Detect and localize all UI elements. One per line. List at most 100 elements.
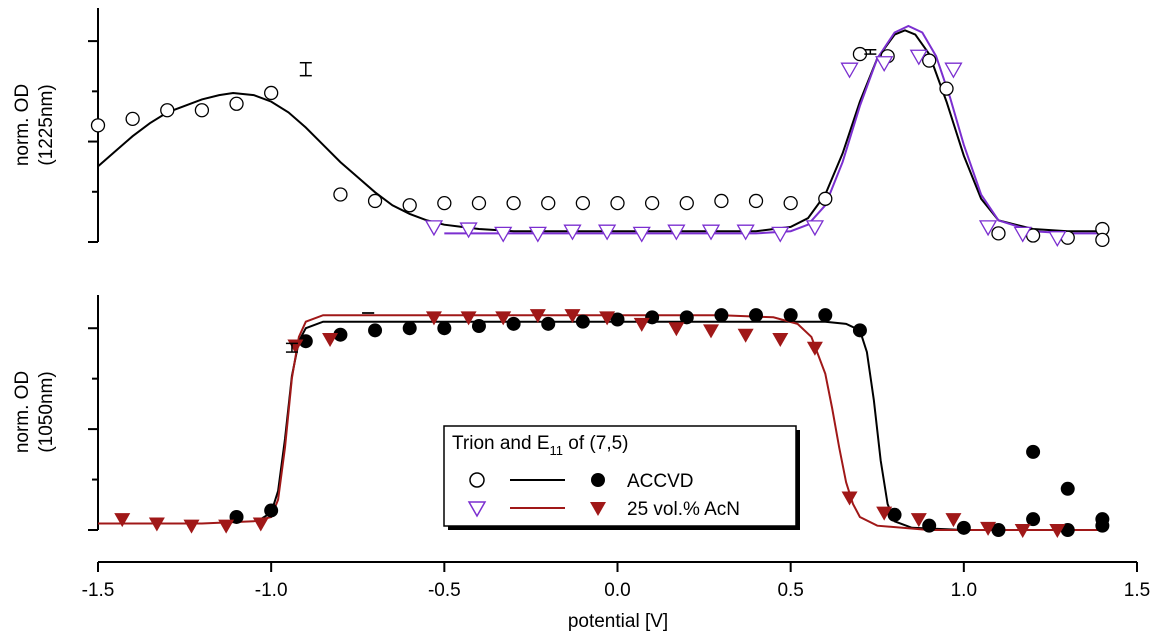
data-point [541, 316, 556, 331]
data-point [944, 62, 963, 79]
data-point [783, 195, 798, 211]
data-point [264, 503, 279, 518]
top-ylabel-line2: (1225nm) [36, 84, 57, 165]
data-point [528, 226, 547, 243]
data-point [818, 308, 833, 323]
legend-acn-open-marker [467, 501, 487, 518]
data-point [939, 81, 954, 96]
data-point [736, 224, 755, 241]
fit-line [444, 24, 1103, 235]
data-point [887, 507, 902, 522]
data-point [402, 198, 417, 213]
x-tick-label: 0.0 [604, 580, 630, 601]
data-point [841, 491, 858, 506]
data-point [679, 310, 694, 325]
x-axis-label: potential [V] [568, 611, 668, 632]
data-point [667, 224, 686, 241]
data-point [1026, 512, 1041, 527]
legend: Trion and E11 of (7,5) ACCVD 25 vol.% Ac… [443, 425, 800, 530]
data-point [1049, 524, 1066, 538]
data-point [218, 519, 235, 534]
legend-accvd-open-marker [469, 472, 485, 488]
legend-accvd-filled-marker [591, 473, 605, 487]
data-point [1014, 524, 1031, 538]
data-point [541, 195, 556, 211]
data-point [459, 222, 478, 239]
x-tick-label: -1.0 [255, 580, 288, 601]
data-point [980, 521, 997, 536]
x-tick-label: 1.5 [1124, 580, 1150, 601]
data-point [90, 118, 106, 133]
data-point [922, 53, 937, 68]
data-point [714, 193, 729, 209]
legend-title-rest: of (7,5) [563, 433, 628, 454]
data-point [737, 328, 754, 343]
data-point [599, 311, 616, 326]
data-point [644, 195, 660, 211]
x-tick-label: -1.5 [82, 580, 115, 601]
data-point [460, 311, 477, 326]
legend-box [443, 425, 797, 527]
data-point [322, 333, 339, 348]
data-point [368, 323, 383, 338]
data-point [772, 333, 789, 348]
data-point [597, 224, 617, 241]
data-point [783, 308, 798, 323]
data-point [471, 319, 486, 334]
data-point [264, 85, 279, 101]
bottom-ylabel-line1: norm. OD [12, 371, 33, 453]
data-point [714, 308, 729, 323]
data-point [633, 317, 650, 332]
data-point [229, 96, 244, 111]
data-point [818, 191, 833, 206]
data-point [494, 226, 513, 243]
top-error-bars [299, 49, 877, 77]
data-point [610, 312, 625, 327]
data-point [402, 321, 417, 336]
x-tick-label: 1.0 [951, 580, 977, 601]
data-point [1026, 444, 1041, 459]
data-point [563, 224, 582, 241]
bottom-data-points [114, 308, 1110, 538]
data-point [564, 309, 581, 324]
top-fit-lines [97, 24, 1103, 235]
bottom-error-bars [285, 312, 375, 353]
data-point [991, 523, 1006, 537]
bottom-panel: norm. OD (1050nm) [12, 295, 1110, 538]
data-point [956, 520, 971, 535]
top-data-points [90, 46, 1110, 247]
top-ylabel-line1: norm. OD [12, 84, 33, 166]
legend-title-main: Trion and E [452, 433, 550, 454]
data-point [632, 226, 651, 243]
data-point [148, 517, 165, 532]
data-point [1095, 512, 1110, 527]
legend-entry-accvd: ACCVD [627, 471, 694, 492]
data-point [160, 103, 175, 118]
data-point [1060, 523, 1075, 537]
data-point [852, 323, 867, 338]
data-point [506, 316, 521, 331]
data-point [991, 226, 1006, 241]
fit-line [97, 29, 1103, 233]
data-point [771, 226, 790, 243]
data-point [909, 49, 928, 66]
data-point [748, 193, 764, 209]
data-point [114, 513, 131, 528]
data-point [701, 224, 721, 241]
bottom-ylabel-line2: (1050nm) [36, 371, 57, 452]
data-point [840, 62, 859, 79]
data-point [506, 195, 521, 211]
data-point [333, 327, 348, 342]
data-point [668, 322, 685, 337]
legend-acn-filled-marker [590, 502, 606, 516]
data-point [645, 310, 660, 325]
legend-title-sub: 11 [550, 443, 564, 458]
top-panel: norm. OD (1225nm) [12, 8, 1110, 247]
data-point [805, 220, 825, 237]
x-ticks: -1.5 -1.0 -0.5 0.0 0.5 1.0 1.5 [82, 562, 1150, 601]
data-point [978, 220, 998, 237]
data-point [806, 341, 823, 356]
data-point [367, 193, 383, 209]
data-point [252, 517, 269, 532]
bottom-y-ticks [88, 327, 98, 531]
